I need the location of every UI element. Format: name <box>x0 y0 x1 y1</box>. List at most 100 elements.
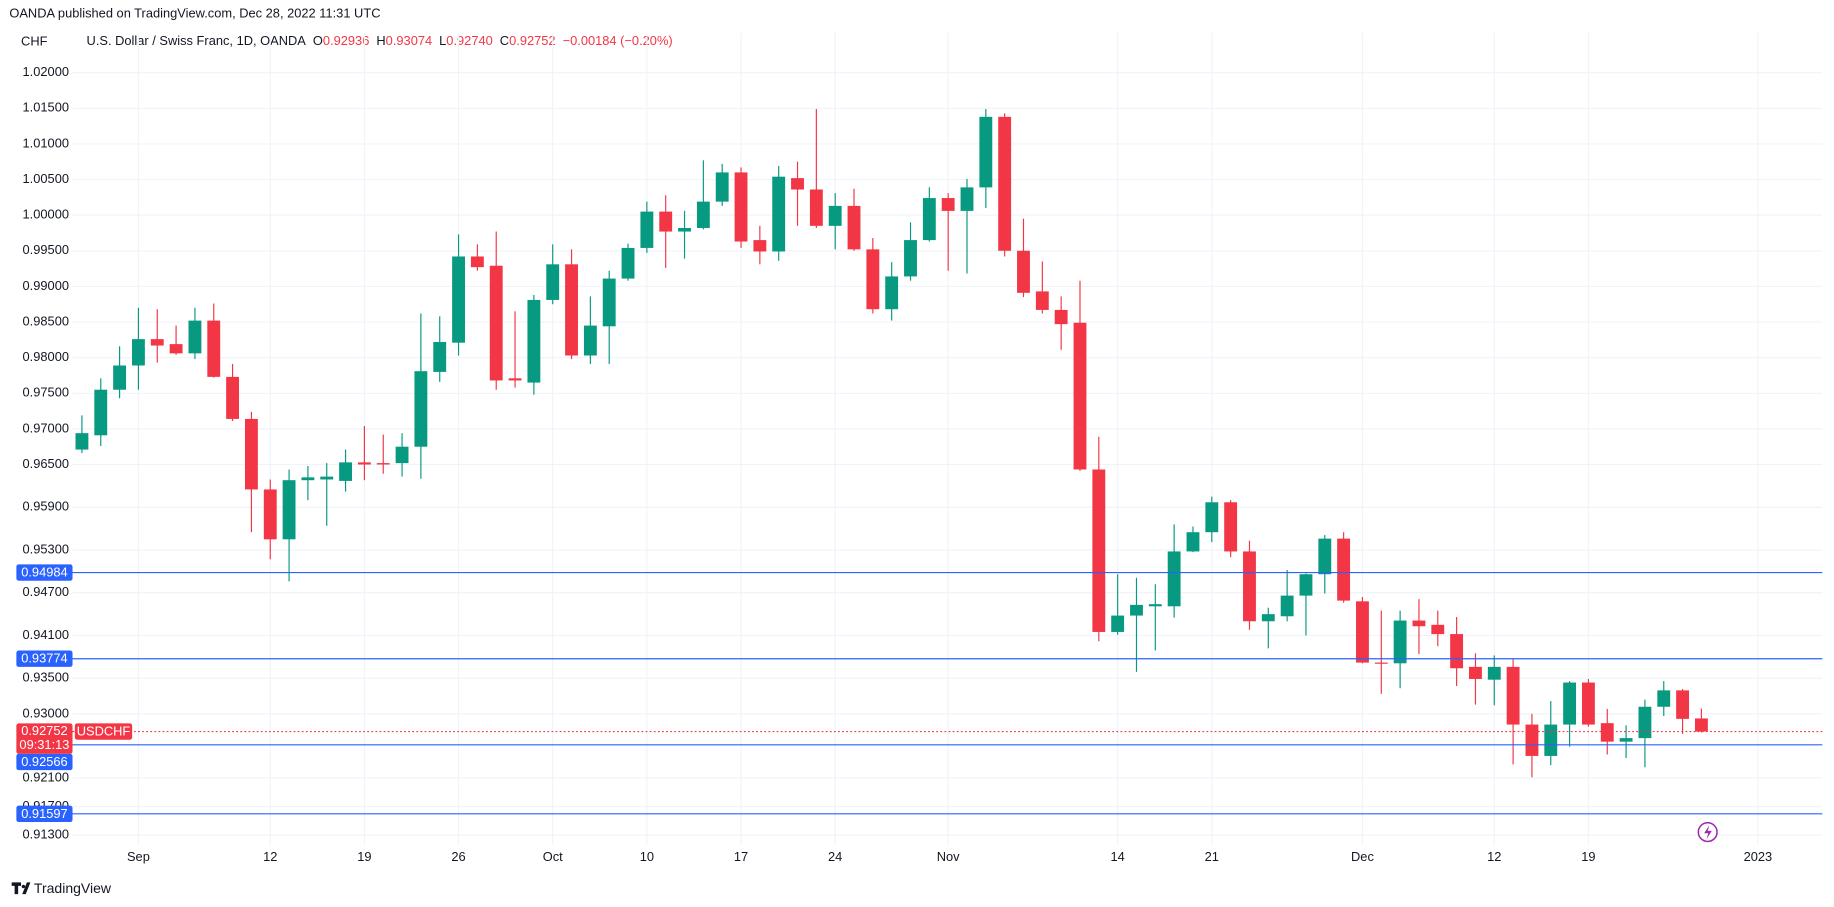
legend-value: 0.92752 <box>509 34 555 49</box>
candle-body <box>772 176 786 252</box>
candle-body <box>1130 604 1143 616</box>
candle-body <box>75 433 89 450</box>
candle-body <box>1619 738 1633 742</box>
candle-body <box>1544 724 1558 756</box>
legend-key: C <box>500 34 509 49</box>
candle-body <box>339 462 353 481</box>
candle-body <box>1148 604 1162 607</box>
y-tick-label: 0.91300 <box>23 826 69 841</box>
candle-body <box>998 116 1012 251</box>
candle-body <box>1600 723 1614 742</box>
legend-key: O <box>313 34 323 49</box>
y-tick-label: 1.00000 <box>23 207 69 222</box>
candle-body <box>357 462 371 465</box>
candle-body <box>1318 538 1332 575</box>
x-tick-label: 19 <box>1581 849 1595 864</box>
y-tick-label: 0.97500 <box>23 385 69 400</box>
candle-body <box>979 116 993 188</box>
legend-value: 0.93074 <box>386 34 432 49</box>
grid: 1.02000 1.01500 1.01000 1.00500 1.00000 0.995… <box>23 32 1823 864</box>
candle-body <box>1167 551 1181 607</box>
x-tick-label: 12 <box>263 849 277 864</box>
candle-body <box>659 211 673 232</box>
x-tick-label: 14 <box>1110 849 1124 864</box>
candle-body <box>169 344 183 354</box>
candle-body <box>583 325 597 356</box>
x-tick-label: Nov <box>937 849 960 864</box>
price-tag <box>16 723 73 754</box>
legend-value: 0.92740 <box>446 34 492 49</box>
candle-body <box>960 187 974 211</box>
candle-body <box>1694 718 1708 732</box>
level-tag <box>16 753 73 771</box>
candle-body <box>207 320 221 377</box>
level-label: 0.94984 <box>21 565 67 580</box>
y-tick-label: 1.02000 <box>23 64 69 79</box>
candle-body <box>1054 309 1068 325</box>
symbol-title: U.S. Dollar / Swiss Franc, 1D, OANDA <box>87 34 307 49</box>
candle-body <box>1243 551 1256 622</box>
candle-body <box>1356 601 1369 663</box>
candle-body <box>941 198 955 211</box>
y-tick-label: 0.95300 <box>23 541 69 556</box>
x-tick-label: 17 <box>734 849 748 864</box>
x-tick-label: 10 <box>640 849 654 864</box>
legend-change: −0.00184 (−0.20%) <box>563 34 673 49</box>
level-tag <box>16 564 73 581</box>
y-tick-label: 0.99000 <box>23 278 69 293</box>
candle-body <box>489 265 503 381</box>
candle-body <box>1073 322 1087 470</box>
replay-icon[interactable] <box>1697 821 1718 843</box>
candle-body <box>452 256 465 343</box>
candle-body <box>866 249 880 310</box>
symbol-legend: U.S. Dollar / Swiss Franc, 1D, OANDA O 0.9… <box>87 34 673 49</box>
currency-label: CHF <box>21 34 48 49</box>
candle-body <box>301 477 315 481</box>
x-tick-label: Sep <box>127 849 150 864</box>
candles <box>75 109 1708 778</box>
candle-body <box>1676 690 1690 719</box>
candle-body <box>94 389 108 436</box>
candle-body <box>188 320 202 354</box>
level-label: 0.92566 <box>21 754 67 769</box>
candle-body <box>395 446 409 464</box>
candle-body <box>1224 502 1238 552</box>
y-tick-label: 0.98000 <box>23 349 69 364</box>
footer-logo: TradingView <box>11 880 112 896</box>
candle-body <box>1261 614 1275 622</box>
overlay: 0.94984 0.93774 0.92566 0.91597 0.9275209:31… <box>16 564 1823 823</box>
y-tick-label: 0.99500 <box>23 242 69 257</box>
y-tick-label: 0.92100 <box>23 769 69 784</box>
candle-body <box>433 341 447 372</box>
candle-body <box>904 240 917 277</box>
footer-brand: TradingView <box>34 880 112 896</box>
candle-body <box>847 205 861 250</box>
x-tick-label: 21 <box>1205 849 1219 864</box>
x-tick-label: 19 <box>357 849 371 864</box>
candle-body <box>885 276 899 310</box>
y-tick-label: 0.98500 <box>23 313 69 328</box>
candle-body <box>113 365 127 390</box>
candle-body <box>715 172 729 202</box>
candle-body <box>1638 706 1652 739</box>
y-tick-label: 1.00500 <box>23 171 69 186</box>
x-tick-label: 26 <box>451 849 465 864</box>
candle-body <box>131 339 145 366</box>
candle-body <box>1299 574 1313 596</box>
candle-body <box>244 418 258 490</box>
x-tick-label: 2023 <box>1744 849 1773 864</box>
candle-body <box>809 189 823 226</box>
candle-body <box>1506 666 1520 725</box>
x-tick-label: 12 <box>1487 849 1501 864</box>
candle-body <box>1092 469 1106 632</box>
candle-body <box>320 476 334 480</box>
level-tag <box>16 805 73 823</box>
candle-body <box>282 480 296 540</box>
level-label: 0.93774 <box>21 651 67 666</box>
candle-body <box>1374 662 1388 664</box>
y-tick-label: 0.93000 <box>23 705 69 720</box>
legend-key: L <box>439 34 446 49</box>
candle-body <box>1469 666 1482 679</box>
candle-body <box>508 378 522 381</box>
